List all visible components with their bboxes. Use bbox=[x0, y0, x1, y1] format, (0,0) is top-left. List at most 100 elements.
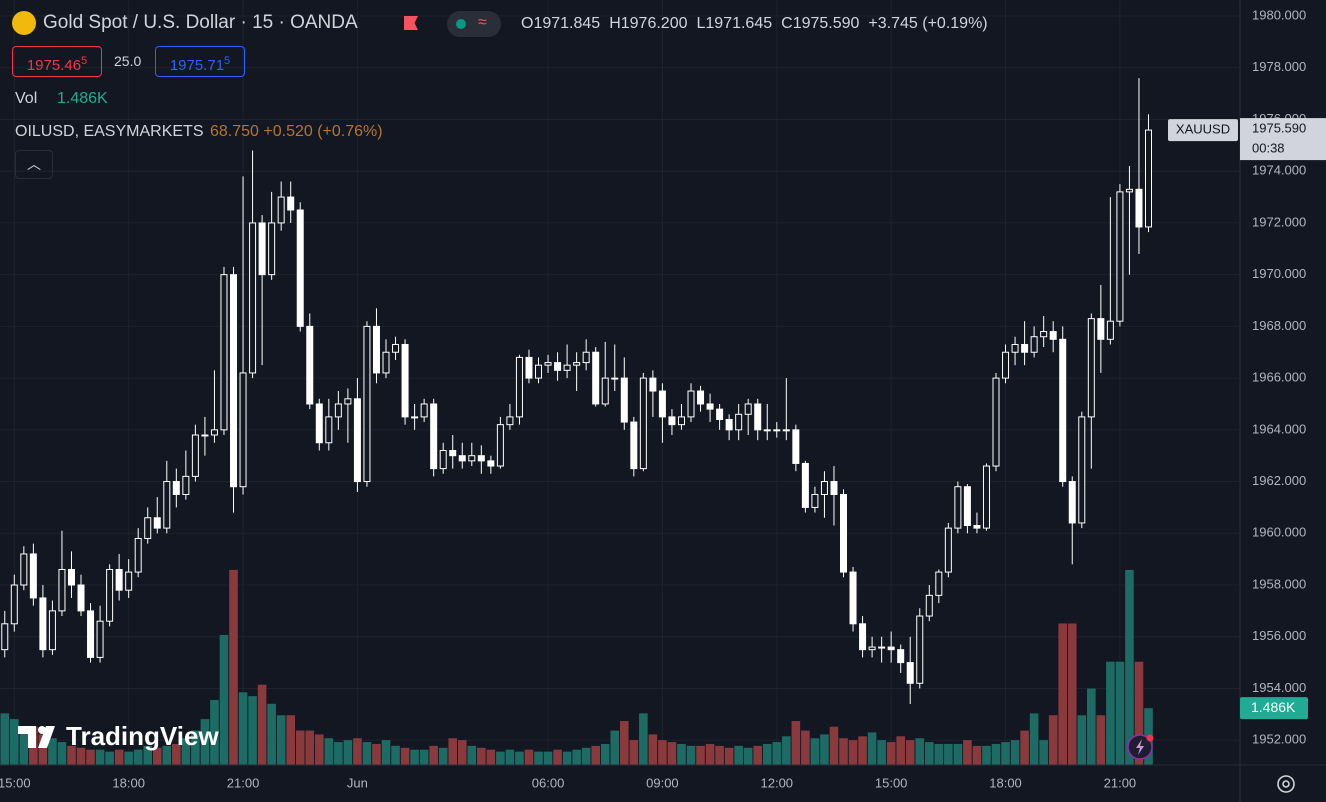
candle-body bbox=[1078, 416, 1086, 524]
candle-body bbox=[58, 568, 66, 612]
collapse-button[interactable]: ︿ bbox=[15, 150, 53, 179]
volume-tag bbox=[1240, 697, 1308, 720]
volume-bar bbox=[105, 751, 114, 765]
volume-bar bbox=[1134, 661, 1144, 765]
volume-bar bbox=[334, 742, 343, 765]
volume-bar bbox=[172, 743, 181, 765]
volume-bar bbox=[438, 747, 448, 765]
settings-icon[interactable] bbox=[1277, 775, 1295, 793]
spread: 25.0 bbox=[114, 53, 142, 69]
candle-body bbox=[468, 455, 476, 462]
volume-bar bbox=[553, 749, 562, 765]
candle-body bbox=[382, 351, 390, 374]
candle-body bbox=[48, 610, 56, 651]
candle-body bbox=[401, 343, 409, 418]
volume-tag-text: 1.486K bbox=[1251, 699, 1296, 715]
status-pill[interactable]: ≈ bbox=[447, 11, 501, 37]
volume-bar bbox=[267, 703, 276, 765]
price-tag bbox=[1240, 118, 1326, 161]
candle-body bbox=[582, 351, 590, 364]
volume-bar bbox=[782, 736, 791, 765]
candle-body bbox=[1145, 129, 1153, 228]
candle-body bbox=[10, 584, 18, 625]
symbol-icon bbox=[12, 11, 36, 35]
y-tick-label: 1962.000 bbox=[1252, 473, 1306, 488]
volume-bar bbox=[515, 751, 524, 765]
candle-body bbox=[39, 597, 47, 651]
volume-bar bbox=[362, 742, 372, 765]
candle-body bbox=[1059, 338, 1067, 483]
alert-icon[interactable] bbox=[1127, 734, 1154, 760]
candle-body bbox=[754, 403, 762, 431]
ohlc-value: 1975.590 bbox=[792, 15, 860, 32]
candle-body bbox=[20, 553, 28, 586]
buy-button[interactable]: 1975.715 bbox=[155, 46, 245, 77]
volume-bar bbox=[1029, 713, 1039, 765]
volume-bar bbox=[801, 730, 810, 765]
logo-icon bbox=[18, 726, 55, 748]
logo: TradingView bbox=[18, 721, 219, 751]
ohlc-change: +3.745 (+0.19%) bbox=[868, 15, 988, 32]
volume-bar bbox=[982, 745, 991, 765]
candle-body bbox=[906, 662, 914, 684]
candle-body bbox=[125, 571, 133, 591]
candle-body bbox=[325, 416, 333, 444]
volume-bar bbox=[67, 745, 76, 765]
volume-bar bbox=[639, 713, 648, 765]
volume-bar bbox=[1010, 740, 1020, 765]
volume-bar bbox=[324, 738, 334, 765]
volume-bar bbox=[457, 740, 467, 765]
volume-bar bbox=[829, 726, 839, 765]
volume-bar bbox=[162, 745, 172, 765]
ohlc-key: L bbox=[696, 15, 706, 32]
volume-bar bbox=[896, 736, 905, 765]
candle-body bbox=[1068, 481, 1076, 524]
volume-bar bbox=[353, 738, 362, 765]
candle-body bbox=[773, 429, 781, 432]
candle-body bbox=[706, 403, 714, 410]
candle-body bbox=[525, 356, 533, 379]
volume-bar bbox=[600, 743, 610, 765]
flag-icon[interactable] bbox=[404, 16, 418, 30]
sell-button[interactable]: 1975.465 bbox=[12, 46, 102, 77]
candle-body bbox=[182, 475, 190, 495]
candle-body bbox=[1116, 191, 1124, 322]
candle-body bbox=[563, 364, 571, 371]
candle-body bbox=[1021, 343, 1029, 353]
volume-bar bbox=[1039, 740, 1048, 765]
volume-bar bbox=[295, 730, 305, 765]
volume-bar bbox=[886, 742, 896, 765]
volume-bar bbox=[610, 730, 620, 765]
volume-bar bbox=[1067, 623, 1077, 765]
candle-body bbox=[630, 421, 638, 470]
candle-body bbox=[859, 623, 867, 651]
y-tick-label: 1968.000 bbox=[1252, 318, 1306, 333]
candle-body bbox=[344, 398, 352, 405]
candle-body bbox=[992, 377, 1000, 467]
volume-bar bbox=[286, 715, 295, 765]
candle-body bbox=[925, 594, 933, 617]
volume-bar bbox=[734, 745, 743, 765]
volume-bar bbox=[686, 745, 696, 765]
volume-bar bbox=[743, 747, 753, 765]
volume-bar bbox=[1058, 623, 1068, 765]
candle-body bbox=[134, 537, 142, 573]
candle-body bbox=[458, 455, 466, 462]
volume-bar bbox=[724, 747, 734, 765]
grid bbox=[0, 0, 1240, 765]
symbol-title[interactable]: Gold Spot / U.S. Dollar · 15 · OANDA bbox=[43, 12, 358, 33]
x-tick-label: Jun bbox=[347, 775, 368, 790]
candle-body bbox=[258, 222, 266, 276]
x-tick-label: 21:00 bbox=[227, 775, 260, 790]
candle-body bbox=[849, 571, 857, 625]
price-tag-text: 1975.590 bbox=[1252, 121, 1306, 136]
volume-bar bbox=[820, 734, 829, 765]
volume-bar bbox=[238, 692, 248, 765]
candle-body bbox=[1, 623, 9, 651]
candle-body bbox=[172, 481, 180, 495]
volume-bar bbox=[944, 743, 953, 765]
candle-body bbox=[554, 362, 562, 371]
overlay-name[interactable]: OILUSD, EASYMARKETS bbox=[15, 123, 204, 140]
y-tick-label: 1954.000 bbox=[1252, 680, 1306, 695]
volume-bar bbox=[86, 749, 95, 765]
